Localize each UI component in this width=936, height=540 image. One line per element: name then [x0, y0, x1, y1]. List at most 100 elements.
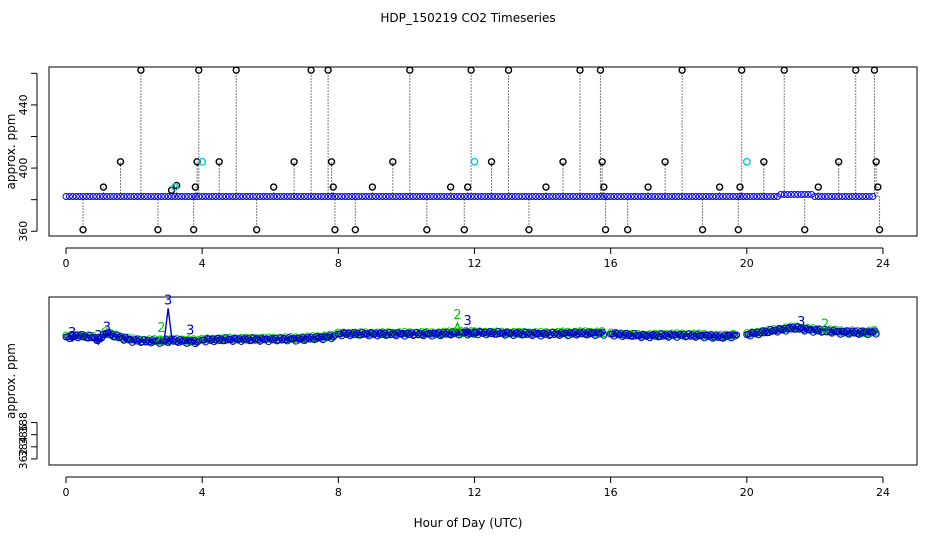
series-3-point: [145, 338, 153, 346]
baseline-point: [566, 193, 574, 201]
baseline-point: [283, 193, 291, 201]
series-3-point: [523, 330, 531, 338]
series-3-point: [169, 337, 177, 345]
x-axis-label: Hour of Day (UTC): [414, 516, 523, 530]
outlier-point: [760, 158, 768, 166]
series-3-point: [343, 331, 351, 339]
baseline-series: [62, 190, 877, 201]
baseline-point: [617, 193, 625, 201]
series-3-point: [687, 332, 695, 340]
series-3-point: [869, 328, 877, 336]
baseline-point: [474, 193, 482, 201]
y-tick-label: 360: [17, 221, 30, 242]
outlier-point: [734, 225, 742, 234]
series-3-point: [693, 330, 701, 338]
baseline-point: [396, 193, 404, 201]
series-3-point: [615, 331, 623, 339]
baseline-point: [797, 190, 805, 198]
series-3-point: [596, 329, 604, 337]
flagged-series: [171, 157, 751, 191]
series-3-point: [351, 331, 359, 339]
y-tick-label: 384: [17, 436, 30, 457]
baseline-point: [144, 193, 152, 201]
series-3-point: [305, 335, 313, 343]
baseline-point: [276, 193, 284, 201]
baseline-point: [69, 193, 77, 201]
series-3-point: [111, 333, 119, 341]
outlier-point: [644, 183, 652, 191]
baseline-point: [341, 193, 349, 201]
series-3-point: [651, 332, 659, 340]
baseline-point: [161, 193, 169, 201]
series-3-point: [542, 330, 550, 338]
baseline-point: [205, 193, 213, 201]
series-3-point: [242, 336, 250, 344]
baseline-point: [709, 193, 717, 201]
series-3-point: [336, 330, 344, 338]
baseline-point: [668, 193, 676, 201]
series-3-point: [324, 333, 332, 341]
outlier-point: [559, 158, 567, 166]
series-3-point: [433, 330, 441, 338]
series-3-point: [134, 337, 142, 345]
series-3-point: [772, 327, 780, 335]
outlier-point: [542, 183, 550, 191]
series-3-point: [639, 330, 647, 338]
spike-line: [102, 332, 112, 337]
outlier-point: [487, 158, 496, 166]
series-3-point: [813, 325, 821, 333]
flagged-point: [171, 183, 179, 191]
series-segment: [62, 327, 203, 348]
spike-label: 3: [94, 329, 102, 344]
series-2-point: [607, 328, 615, 336]
y-axis-label: approx. ppm: [4, 114, 18, 190]
series-2-point: [198, 334, 206, 342]
flagged-point: [198, 157, 207, 166]
baseline-point: [477, 193, 485, 201]
baseline-point: [65, 193, 73, 201]
series-3-point: [789, 323, 797, 331]
series-3-point: [282, 336, 290, 344]
series-3-point: [569, 330, 577, 338]
x-tick-label: 16: [604, 486, 618, 499]
spike-label: 2: [157, 321, 165, 336]
series-3-point: [132, 336, 140, 344]
series-3-point: [297, 335, 305, 343]
series-3-point: [488, 330, 496, 338]
series-2-point: [719, 332, 727, 340]
spike-label: 3: [103, 321, 111, 336]
spike-label: 2: [821, 318, 829, 333]
series-3-point: [745, 330, 753, 338]
baseline-point: [208, 193, 216, 201]
baseline-point: [86, 193, 94, 201]
series-3-point: [76, 332, 84, 340]
series-3-point: [714, 333, 722, 341]
y-tick-label: 386: [17, 424, 30, 445]
baseline-point: [130, 193, 138, 201]
baseline-point: [259, 193, 267, 201]
baseline-point: [726, 193, 734, 201]
outlier-point: [460, 225, 468, 234]
series-3-point: [647, 331, 655, 339]
outlier-point: [576, 66, 584, 74]
series-3-point: [258, 334, 266, 342]
x-tick-label: 24: [876, 257, 890, 270]
series-3-point: [636, 332, 644, 340]
outlier-point: [423, 225, 431, 234]
baseline-point: [743, 193, 751, 201]
series-3-point: [608, 330, 616, 338]
x-tick-label: 0: [63, 486, 70, 499]
series-3-point: [462, 328, 470, 336]
baseline-point: [770, 193, 778, 201]
baseline-point: [379, 193, 387, 201]
baseline-point: [518, 193, 526, 201]
series-3-point: [705, 332, 713, 340]
series-segment: [607, 328, 741, 342]
outlier-point: [601, 225, 610, 234]
baseline-point: [828, 193, 836, 201]
spike-line: [67, 336, 77, 343]
spike-line: [93, 338, 103, 346]
y-axis-label: approx. ppm: [4, 343, 18, 419]
outlier-point: [874, 183, 882, 191]
